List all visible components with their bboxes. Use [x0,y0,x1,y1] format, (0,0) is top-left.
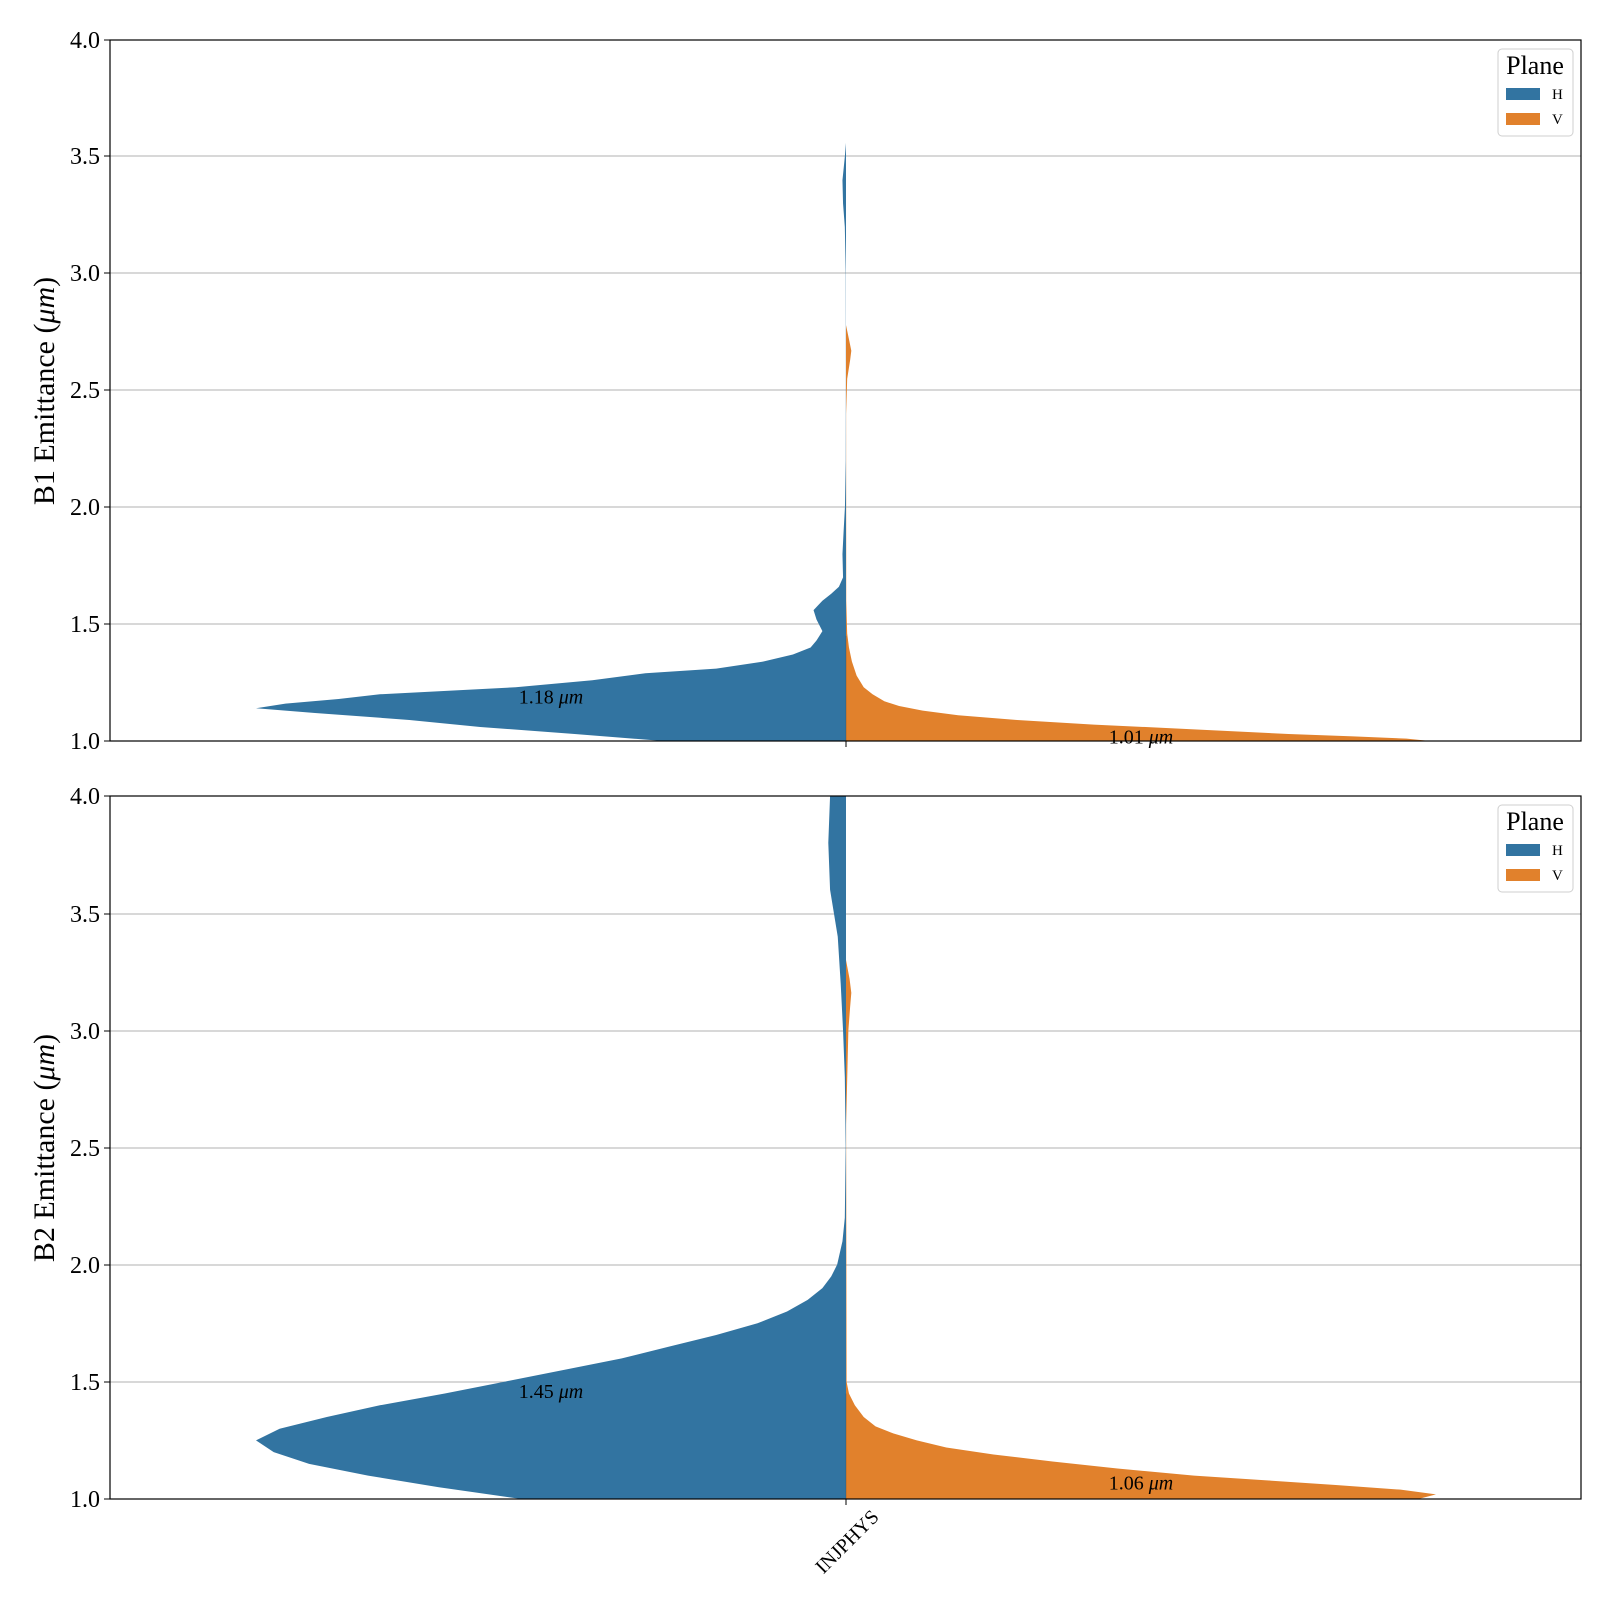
legend-b2-label-v: V [1552,868,1563,884]
ytick-label-b2-3.0: 3.0 [70,1019,100,1045]
panel-b2: 1.0 1.5 2.0 2.5 3.0 3.5 4.0 INJPHYS B2 E… [28,784,1582,1578]
ytick-label-b2-4.0: 4.0 [70,784,100,810]
violin-b2-h-half [256,796,846,1499]
panel-b1: 1.0 1.5 2.0 2.5 3.0 3.5 4.0 B1 Emittance… [28,28,1582,755]
legend-b2: Plane H V [1497,804,1574,893]
ytick-label-b2-1.5: 1.5 [70,1370,100,1396]
legend-b2-label-h: H [1552,843,1563,859]
ytick-label-b1-1.0: 1.0 [70,729,100,755]
ylabel-b2: B2 Emittance (μm) [28,1034,61,1262]
median-annotation-b2-v: 1.06 μm [1109,1473,1173,1495]
ytick-label-b1-2.0: 2.0 [70,495,100,521]
panel-b1-yticks: 1.0 1.5 2.0 2.5 3.0 3.5 4.0 [70,28,110,755]
legend-b1: Plane H V [1497,48,1574,137]
panel-b2-yticks: 1.0 1.5 2.0 2.5 3.0 3.5 4.0 [70,784,110,1513]
ytick-label-b2-1.0: 1.0 [70,1487,100,1513]
ytick-label-b1-4.0: 4.0 [70,28,100,54]
ytick-label-b1-2.5: 2.5 [70,378,100,404]
median-annotation-b1-v: 1.01 μm [1109,726,1173,748]
xtick-label-injphys: INJPHYS [811,1506,883,1578]
legend-b2-swatch-v [1506,869,1540,881]
median-annotation-b2-h: 1.45 μm [519,1381,583,1403]
ytick-label-b2-3.5: 3.5 [70,902,100,928]
violin-b1-h-half [256,142,846,741]
ytick-label-b1-1.5: 1.5 [70,612,100,638]
ylabel-b1: B1 Emittance (μm) [28,277,61,505]
ytick-label-b1-3.5: 3.5 [70,144,100,170]
median-annotation-b1-h: 1.18 μm [519,687,583,709]
legend-b1-label-h: H [1552,87,1563,103]
legend-b2-swatch-h [1506,844,1540,856]
ytick-label-b1-3.0: 3.0 [70,261,100,287]
legend-b1-label-v: V [1552,112,1563,128]
legend-b2-title: Plane [1506,807,1564,836]
ytick-label-b2-2.0: 2.0 [70,1253,100,1279]
legend-b1-swatch-h [1506,88,1540,100]
legend-b1-title: Plane [1506,51,1564,80]
violin-b2-v-half [846,960,1436,1499]
ytick-label-b2-2.5: 2.5 [70,1136,100,1162]
legend-b1-swatch-v [1506,113,1540,125]
violin-b1-v-half [846,325,1431,741]
